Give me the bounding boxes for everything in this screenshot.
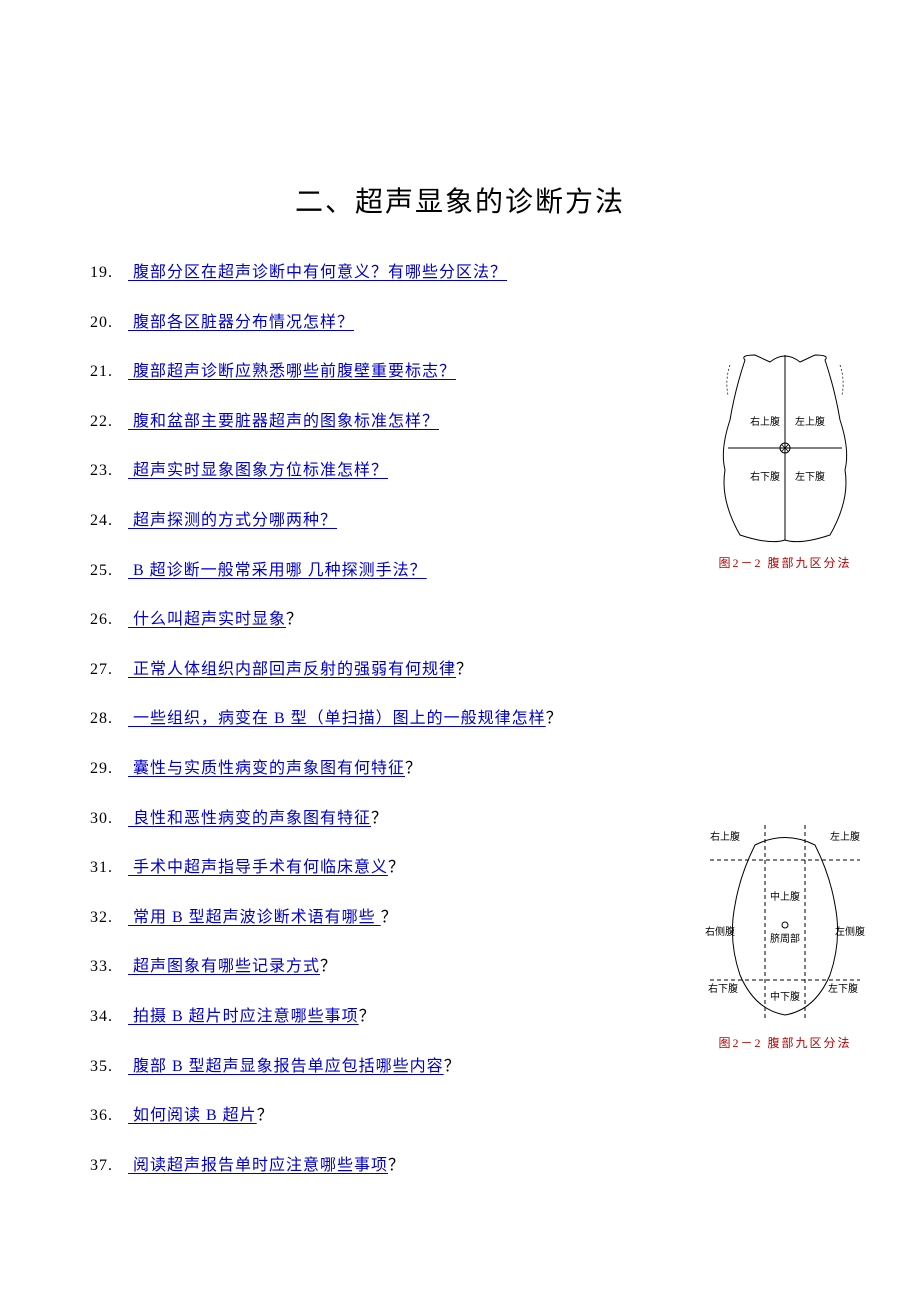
item-number: 19. xyxy=(90,260,128,286)
question-link[interactable]: 腹部各区脏器分布情况怎样？ xyxy=(128,314,354,331)
item-number: 36. xyxy=(90,1103,128,1129)
item-number: 24. xyxy=(90,508,128,534)
fig2-label-br: 右下腹 xyxy=(708,982,738,995)
figure-1-caption: 图2－2 腹部九区分法 xyxy=(700,554,870,571)
list-item: 27. 正常人体组织内部回声反射的强弱有何规律？ xyxy=(90,657,830,683)
question-link[interactable]: 阅读超声报告单时应注意哪些事项 xyxy=(128,1157,388,1174)
question-link[interactable]: 什么叫超声实时显象 xyxy=(128,611,286,628)
item-tail: ？ xyxy=(359,1008,376,1025)
list-item: 37. 阅读超声报告单时应注意哪些事项？ xyxy=(90,1153,830,1179)
list-item: 35. 腹部 B 型超声显象报告单应包括哪些内容？ xyxy=(90,1054,830,1080)
item-tail: ？ xyxy=(546,710,563,727)
fig2-label-bl: 左下腹 xyxy=(828,982,858,995)
item-number: 33. xyxy=(90,954,128,980)
item-number: 34. xyxy=(90,1004,128,1030)
item-tail: ？ xyxy=(444,1058,461,1075)
fig2-label-tl: 左上腹 xyxy=(830,830,860,843)
item-number: 22. xyxy=(90,409,128,435)
item-tail: ？ xyxy=(388,1157,405,1174)
abdomen-four-region-diagram: 右上腹 左上腹 右下腹 左下腹 xyxy=(700,350,870,550)
question-link[interactable]: 腹和盆部主要脏器超声的图象标准怎样？ xyxy=(128,413,439,430)
item-number: 27. xyxy=(90,657,128,683)
fig1-label-tr: 右上腹 xyxy=(750,415,780,428)
question-link[interactable]: 拍摄 B 超片时应注意哪些事项 xyxy=(128,1008,359,1025)
list-item: 28. 一些组织，病变在 B 型（单扫描）图上的一般规律怎样？ xyxy=(90,706,830,732)
item-number: 35. xyxy=(90,1054,128,1080)
list-item: 19. 腹部分区在超声诊断中有何意义？有哪些分区法？ xyxy=(90,260,830,286)
abdomen-nine-region-diagram: 右上腹 左上腹 中上腹 右侧腹 脐周部 左侧腹 右下腹 中下腹 左下腹 xyxy=(700,820,870,1030)
item-number: 30. xyxy=(90,806,128,832)
question-list: 右上腹 左上腹 右下腹 左下腹 图2－2 腹部九区分法 右上腹 左上腹 中上腹 … xyxy=(90,260,830,1178)
question-link[interactable]: 超声探测的方式分哪两种？ xyxy=(128,512,337,529)
list-item: 36. 如何阅读 B 超片？ xyxy=(90,1103,830,1129)
item-tail: ？ xyxy=(381,909,398,926)
item-number: 21. xyxy=(90,359,128,385)
question-link[interactable]: 腹部 B 型超声显象报告单应包括哪些内容 xyxy=(128,1058,444,1075)
item-number: 23. xyxy=(90,458,128,484)
question-link[interactable]: 囊性与实质性病变的声象图有何特征 xyxy=(128,760,405,777)
question-link[interactable]: 正常人体组织内部回声反射的强弱有何规律 xyxy=(128,661,456,678)
list-item: 26. 什么叫超声实时显象？ xyxy=(90,607,830,633)
question-link[interactable]: 腹部分区在超声诊断中有何意义？有哪些分区法？ xyxy=(128,264,507,281)
question-link[interactable]: 如何阅读 B 超片 xyxy=(128,1107,257,1124)
fig1-label-br: 右下腹 xyxy=(750,470,780,483)
figure-2: 右上腹 左上腹 中上腹 右侧腹 脐周部 左侧腹 右下腹 中下腹 左下腹 图2－2… xyxy=(700,820,870,1051)
fig1-label-tl: 左上腹 xyxy=(795,415,825,428)
question-link[interactable]: B 超诊断一般常采用哪 几种探测手法？ xyxy=(128,562,427,579)
fig1-label-bl: 左下腹 xyxy=(795,470,825,483)
item-number: 28. xyxy=(90,706,128,732)
item-number: 29. xyxy=(90,756,128,782)
item-tail: ？ xyxy=(405,760,422,777)
item-tail: ？ xyxy=(388,859,405,876)
question-link[interactable]: 良性和恶性病变的声象图有特征 xyxy=(128,810,371,827)
fig2-label-ml: 左侧腹 xyxy=(835,925,865,938)
question-link[interactable]: 腹部超声诊断应熟悉哪些前腹壁重要标志？ xyxy=(128,363,456,380)
section-title: 二、超声显象的诊断方法 xyxy=(90,180,830,220)
item-number: 25. xyxy=(90,558,128,584)
figure-1: 右上腹 左上腹 右下腹 左下腹 图2－2 腹部九区分法 xyxy=(700,350,870,571)
item-number: 32. xyxy=(90,905,128,931)
fig2-label-mr: 右侧腹 xyxy=(705,925,735,938)
fig2-label-cb: 中下腹 xyxy=(770,990,800,1003)
question-link[interactable]: 超声图象有哪些记录方式 xyxy=(128,958,320,975)
item-tail: ？ xyxy=(371,810,388,827)
item-tail: ？ xyxy=(456,661,473,678)
fig2-label-tr: 右上腹 xyxy=(710,830,740,843)
item-tail: ？ xyxy=(257,1107,274,1124)
list-item: 20. 腹部各区脏器分布情况怎样？ xyxy=(90,310,830,336)
figure-2-caption: 图2－2 腹部九区分法 xyxy=(700,1034,870,1051)
list-item: 29. 囊性与实质性病变的声象图有何特征？ xyxy=(90,756,830,782)
item-number: 37. xyxy=(90,1153,128,1179)
document-page: 二、超声显象的诊断方法 右上腹 左上腹 右下腹 左下腹 图2－2 腹部九区分法 xyxy=(0,0,920,1262)
question-link[interactable]: 一些组织，病变在 B 型（单扫描）图上的一般规律怎样 xyxy=(128,710,546,727)
item-tail: ？ xyxy=(320,958,337,975)
fig2-label-cu: 中上腹 xyxy=(770,890,800,903)
fig2-label-cc: 脐周部 xyxy=(770,932,800,945)
question-link[interactable]: 常用 B 型超声波诊断术语有哪些 xyxy=(128,909,381,926)
item-tail: ？ xyxy=(286,611,303,628)
item-number: 20. xyxy=(90,310,128,336)
question-link[interactable]: 超声实时显象图象方位标准怎样？ xyxy=(128,462,388,479)
question-link[interactable]: 手术中超声指导手术有何临床意义 xyxy=(128,859,388,876)
item-number: 26. xyxy=(90,607,128,633)
item-number: 31. xyxy=(90,855,128,881)
